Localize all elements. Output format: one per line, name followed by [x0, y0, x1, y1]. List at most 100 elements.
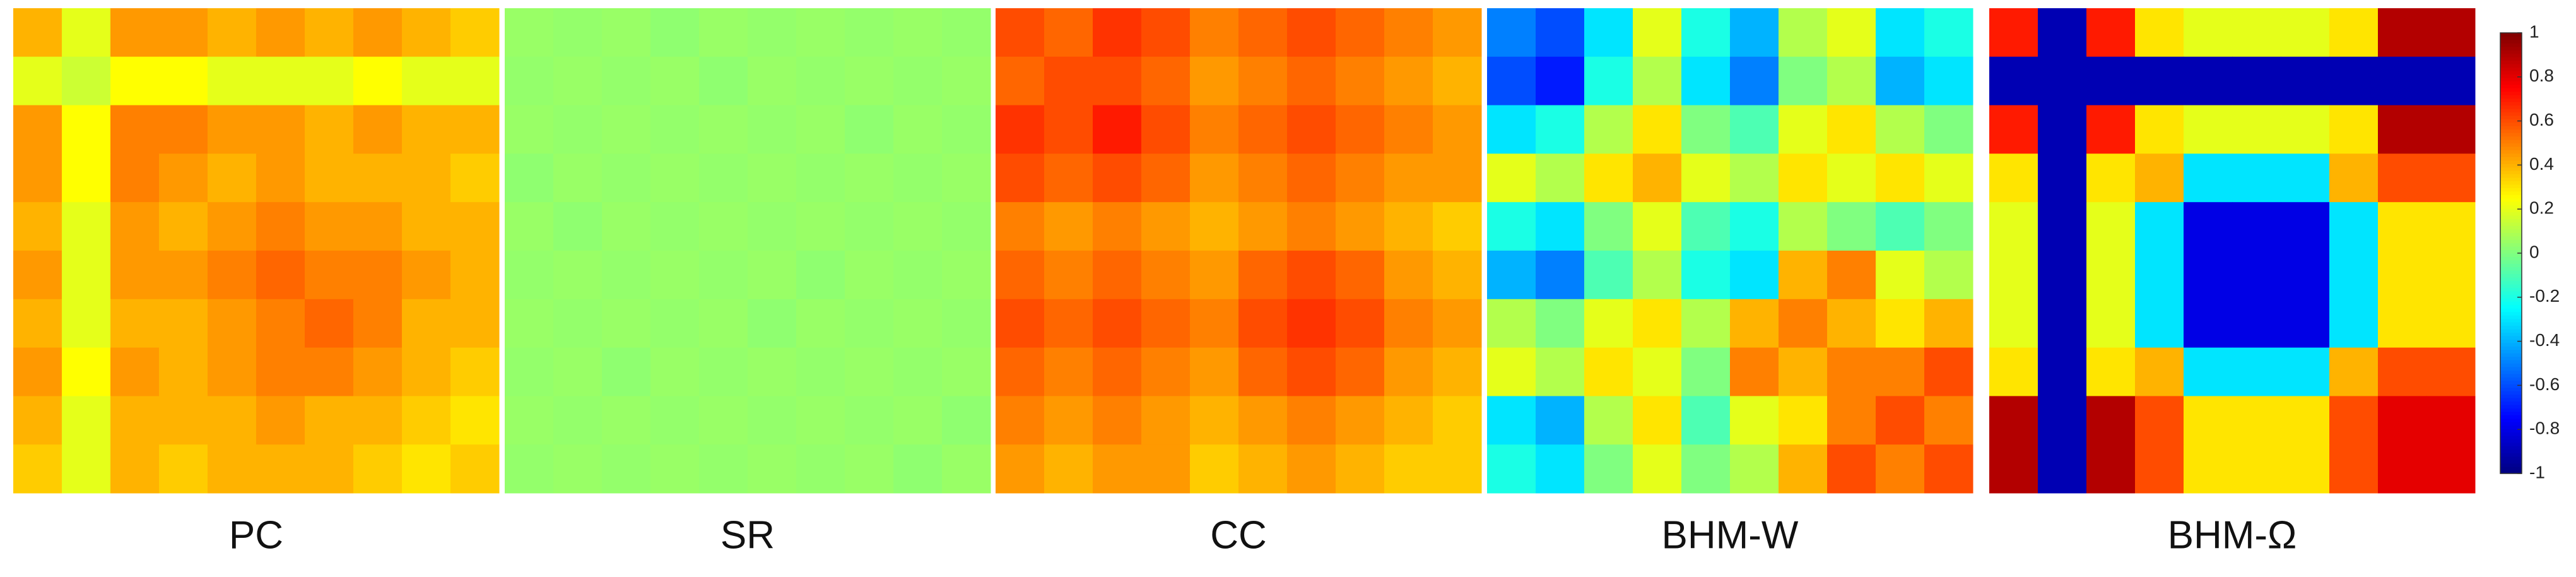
colorbar-gradient: [2500, 205, 2522, 209]
colorbar-gradient: [2500, 356, 2522, 360]
heatmap-cell: [402, 56, 451, 106]
heatmap-cell: [2281, 396, 2330, 445]
colorbar-gradient: [2500, 463, 2522, 467]
colorbar-gradient: [2500, 126, 2522, 130]
heatmap-cell: [1384, 153, 1433, 203]
heatmap-cell: [2232, 153, 2281, 203]
heatmap-cell: [159, 8, 208, 57]
heatmap-cell: [1336, 347, 1385, 396]
colorbar-gradient: [2500, 418, 2522, 422]
heatmap-cell: [110, 251, 160, 300]
heatmap-cell: [1093, 251, 1142, 300]
heatmap-cell: [2426, 8, 2476, 57]
heatmap-cell: [450, 347, 500, 396]
heatmap-cell: [2329, 8, 2379, 57]
colorbar-gradient: [2500, 105, 2522, 109]
heatmap-cell: [402, 396, 451, 445]
heatmap-cell: [699, 56, 748, 106]
heatmap-cell: [553, 105, 603, 154]
heatmap-cell: [402, 105, 451, 154]
heatmap-cell: [1876, 347, 1925, 396]
heatmap-cell: [402, 153, 451, 203]
heatmap-cell: [110, 202, 160, 251]
colorbar-gradient: [2500, 246, 2522, 251]
heatmap-cell: [1924, 444, 1973, 494]
heatmap-cell: [1681, 56, 1731, 106]
colorbar-gradient: [2500, 360, 2522, 364]
heatmap-cell: [1584, 8, 1633, 57]
heatmap-cell: [996, 153, 1045, 203]
colorbar-gradient: [2500, 140, 2522, 144]
heatmap-cell: [2135, 153, 2184, 203]
heatmap-panel: [505, 8, 991, 494]
colorbar-gradient: [2500, 33, 2522, 37]
heatmap-cell: [1779, 251, 1828, 300]
heatmap-cell: [893, 299, 943, 348]
heatmap-cell: [1044, 8, 1093, 57]
heatmap-cell: [2038, 56, 2087, 106]
heatmap-cell: [1584, 251, 1633, 300]
colorbar-gradient: [2500, 46, 2522, 51]
heatmap-cell: [1536, 347, 1585, 396]
heatmap-cell: [305, 202, 354, 251]
colorbar-gradient: [2500, 91, 2522, 95]
heatmap-cell: [2426, 56, 2476, 106]
heatmap-cell: [893, 444, 943, 494]
heatmap-cell: [1989, 56, 2038, 106]
heatmap-cell: [650, 396, 700, 445]
heatmap-cell: [1876, 56, 1925, 106]
heatmap-cell: [305, 299, 354, 348]
heatmap-cell: [1924, 105, 1973, 154]
heatmap-cell: [110, 396, 160, 445]
heatmap-cell: [1827, 153, 1876, 203]
heatmap-cell: [256, 251, 305, 300]
heatmap-cell: [1536, 251, 1585, 300]
heatmap-cell: [2135, 105, 2184, 154]
colorbar-gradient: [2500, 311, 2522, 316]
heatmap-cell: [62, 105, 111, 154]
colorbar-gradient: [2500, 297, 2522, 302]
heatmap-cell: [13, 153, 62, 203]
heatmap-cell: [1141, 153, 1191, 203]
heatmap-cell: [402, 202, 451, 251]
colorbar-gradient: [2500, 429, 2522, 433]
colorbar-gradient: [2500, 401, 2522, 405]
heatmap-cell: [893, 251, 943, 300]
heatmap-cell: [1384, 56, 1433, 106]
heatmap-cell: [1633, 153, 1682, 203]
heatmap-cell: [602, 202, 651, 251]
heatmap-cell: [159, 153, 208, 203]
heatmap-cell: [110, 56, 160, 106]
colorbar-gradient: [2500, 235, 2522, 240]
heatmap-cell: [602, 299, 651, 348]
heatmap-cell: [1730, 56, 1779, 106]
heatmap-cell: [1287, 153, 1336, 203]
colorbar-gradient: [2500, 129, 2522, 133]
heatmap-cell: [1924, 299, 1973, 348]
heatmap-cell: [2038, 396, 2087, 445]
heatmap-cell: [553, 444, 603, 494]
heatmap-cell: [1681, 444, 1731, 494]
heatmap-cell: [2038, 347, 2087, 396]
heatmap-cell: [1779, 347, 1828, 396]
heatmap-cell: [1287, 105, 1336, 154]
heatmap-cell: [1141, 444, 1191, 494]
colorbar-gradient: [2500, 273, 2522, 278]
colorbar-gradient: [2500, 112, 2522, 116]
heatmap-cell: [2038, 444, 2087, 494]
heatmap-panel: [13, 8, 500, 494]
colorbar-gradient: [2500, 301, 2522, 306]
heatmap-cell: [2426, 251, 2476, 300]
colorbar-gradient: [2500, 460, 2522, 464]
heatmap-cell: [1730, 444, 1779, 494]
colorbar-gradient: [2500, 470, 2522, 474]
heatmap-cell: [1190, 251, 1239, 300]
heatmap-cell: [1989, 202, 2038, 251]
heatmap-cell: [1336, 396, 1385, 445]
heatmap-cell: [1487, 299, 1536, 348]
heatmap-cell: [1287, 396, 1336, 445]
heatmap-cell: [602, 347, 651, 396]
colorbar-gradient: [2500, 342, 2522, 347]
heatmap-cell: [13, 56, 62, 106]
